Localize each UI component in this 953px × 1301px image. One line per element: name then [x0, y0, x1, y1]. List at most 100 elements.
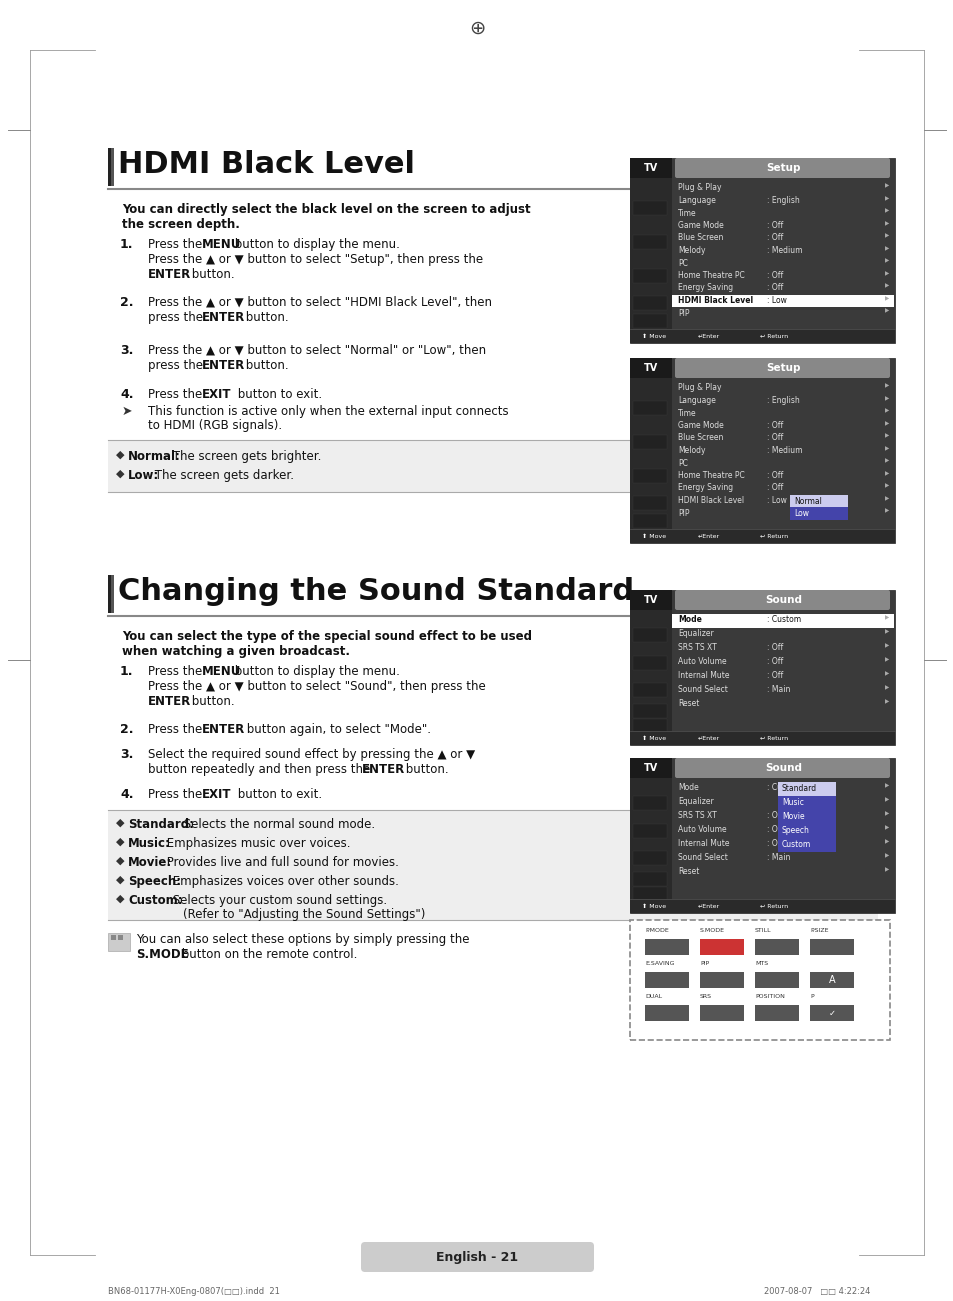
- Text: P: P: [809, 994, 813, 999]
- Text: 1.: 1.: [120, 665, 133, 678]
- Bar: [633, 436, 666, 449]
- Text: ◆: ◆: [116, 876, 125, 885]
- Bar: [629, 758, 671, 913]
- Text: P.SIZE: P.SIZE: [809, 928, 827, 933]
- Bar: [633, 314, 666, 328]
- Text: Emphasizes voices over other sounds.: Emphasizes voices over other sounds.: [169, 876, 398, 889]
- Text: MENU: MENU: [202, 238, 241, 251]
- Bar: [629, 731, 894, 745]
- Text: ENTER: ENTER: [202, 311, 245, 324]
- Bar: [108, 575, 113, 613]
- Bar: [633, 468, 666, 483]
- Bar: [633, 873, 666, 886]
- Text: Auto Volume: Auto Volume: [678, 826, 726, 834]
- Bar: [108, 148, 113, 186]
- Text: Setup: Setup: [765, 163, 800, 173]
- Text: : Medium: : Medium: [766, 446, 801, 455]
- Text: button.: button.: [188, 268, 234, 281]
- Bar: [633, 683, 666, 696]
- Text: Changing the Sound Standard: Changing the Sound Standard: [118, 578, 634, 606]
- Text: Auto Volume: Auto Volume: [678, 657, 726, 666]
- Text: button to exit.: button to exit.: [233, 788, 322, 801]
- Text: Press the ▲ or ▼ button to select "Sound", then press the: Press the ▲ or ▼ button to select "Sound…: [148, 680, 485, 693]
- Text: ▶: ▶: [884, 409, 888, 414]
- Bar: [633, 824, 666, 838]
- Text: ▶: ▶: [884, 422, 888, 425]
- Bar: [644, 939, 688, 955]
- Bar: [778, 796, 835, 811]
- Text: Select the required sound effect by pressing the ▲ or ▼: Select the required sound effect by pres…: [148, 748, 475, 761]
- Bar: [633, 851, 666, 865]
- Bar: [108, 148, 111, 186]
- Bar: [633, 496, 666, 510]
- Text: TV: TV: [643, 762, 658, 773]
- Text: ◆: ◆: [116, 818, 125, 827]
- Text: MTS: MTS: [754, 961, 767, 967]
- Text: A: A: [828, 974, 835, 985]
- Bar: [778, 838, 835, 852]
- Text: Melody: Melody: [678, 246, 705, 255]
- Text: S.MODE: S.MODE: [700, 928, 724, 933]
- Text: : Off: : Off: [766, 271, 782, 280]
- Text: to HDMI (RGB signals).: to HDMI (RGB signals).: [148, 419, 282, 432]
- Bar: [633, 268, 666, 282]
- Text: You can also select these options by simply pressing the: You can also select these options by sim…: [136, 933, 469, 946]
- Text: ▶: ▶: [884, 783, 888, 788]
- Text: SRS TS XT: SRS TS XT: [678, 644, 716, 653]
- Text: ▶: ▶: [884, 384, 888, 389]
- Text: Game Mode: Game Mode: [678, 221, 723, 230]
- Bar: [629, 358, 671, 379]
- Text: Energy Saving: Energy Saving: [678, 284, 732, 293]
- Text: ⬆ Move: ⬆ Move: [641, 333, 665, 338]
- Text: ◆: ◆: [116, 837, 125, 847]
- Text: ⬆ Move: ⬆ Move: [641, 903, 665, 908]
- Text: BN68-01177H-X0Eng-0807(□□).indd  21: BN68-01177H-X0Eng-0807(□□).indd 21: [108, 1287, 279, 1296]
- Text: MENU: MENU: [202, 665, 241, 678]
- Bar: [754, 939, 799, 955]
- Text: ↩ Return: ↩ Return: [760, 333, 787, 338]
- Text: : Off: : Off: [766, 284, 782, 293]
- Text: POSITION: POSITION: [754, 994, 784, 999]
- Bar: [633, 719, 666, 732]
- Text: ENTER: ENTER: [148, 268, 191, 281]
- Text: ▶: ▶: [884, 183, 888, 189]
- Text: Emphasizes music over voices.: Emphasizes music over voices.: [163, 837, 350, 850]
- Text: Sound Select: Sound Select: [678, 686, 727, 695]
- Text: Music: Music: [781, 798, 803, 807]
- Text: Selects your custom sound settings.: Selects your custom sound settings.: [169, 894, 386, 907]
- Bar: [629, 589, 671, 745]
- Bar: [789, 507, 847, 519]
- Text: Home Theatre PC: Home Theatre PC: [678, 271, 744, 280]
- Text: Low:: Low:: [128, 468, 159, 481]
- Text: : Low: : Low: [766, 297, 786, 304]
- Bar: [633, 887, 666, 900]
- Text: ✓: ✓: [827, 1008, 835, 1017]
- Text: Internal Mute: Internal Mute: [678, 839, 729, 848]
- Text: English - 21: English - 21: [436, 1250, 517, 1263]
- Text: : Off: : Off: [766, 657, 782, 666]
- Text: ▶: ▶: [884, 509, 888, 514]
- Text: ◆: ◆: [116, 468, 125, 479]
- Bar: [633, 514, 666, 528]
- Text: button again, to select "Mode".: button again, to select "Mode".: [243, 723, 431, 736]
- Text: button repeatedly and then press the: button repeatedly and then press the: [148, 762, 374, 775]
- Text: Blue Screen: Blue Screen: [678, 433, 722, 442]
- Text: ▶: ▶: [884, 208, 888, 213]
- Text: Press the: Press the: [148, 788, 206, 801]
- Text: Music:: Music:: [128, 837, 171, 850]
- Text: 2.: 2.: [120, 297, 133, 310]
- Text: HDMI Black Level: HDMI Black Level: [118, 150, 415, 180]
- Text: This function is active only when the external input connects: This function is active only when the ex…: [148, 405, 508, 418]
- Bar: [778, 811, 835, 824]
- FancyBboxPatch shape: [675, 589, 889, 610]
- Text: The screen gets darker.: The screen gets darker.: [151, 468, 294, 481]
- Text: ▶: ▶: [884, 396, 888, 401]
- Text: ⬆ Move: ⬆ Move: [641, 533, 665, 539]
- Bar: [633, 656, 666, 670]
- Text: STILL: STILL: [754, 928, 771, 933]
- Text: : Custom: : Custom: [766, 615, 801, 624]
- Text: : Main: : Main: [766, 853, 789, 863]
- Text: Normal:: Normal:: [128, 450, 181, 463]
- Bar: [789, 494, 847, 507]
- Text: button on the remote control.: button on the remote control.: [178, 948, 357, 961]
